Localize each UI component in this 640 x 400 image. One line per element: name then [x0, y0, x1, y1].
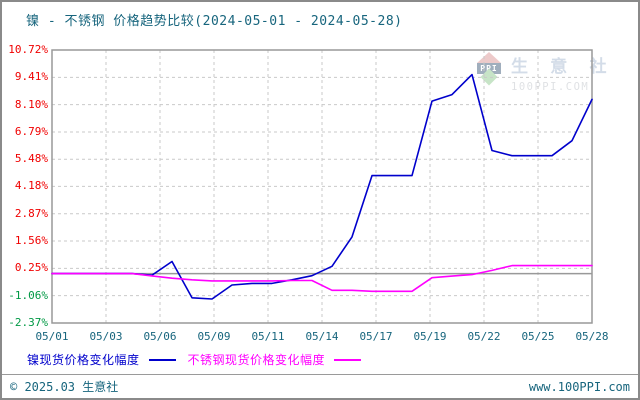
chart-title: 镍 - 不锈钢 价格趋势比较(2024-05-01 - 2024-05-28)	[26, 14, 403, 29]
copyright-text: © 2025.03 生意社	[10, 380, 119, 394]
x-axis-label: 05/25	[521, 330, 555, 343]
x-axis-label: 05/09	[197, 330, 231, 343]
y-axis-label: 0.25%	[14, 261, 48, 274]
footer: © 2025.03 生意社 www.100PPI.com	[2, 374, 638, 398]
y-axis-label: 5.48%	[14, 152, 48, 165]
y-axis-label: 4.18%	[14, 179, 48, 192]
x-axis-label: 05/01	[35, 330, 69, 343]
website-link[interactable]: www.100PPI.com	[528, 379, 630, 394]
y-axis-label: 2.87%	[14, 207, 48, 220]
plot-area: PPI 生 意 社 100PPI.COM 10.72% 9.41% 8.10% 6.7…	[2, 2, 638, 350]
y-axis-label: -1.06%	[8, 289, 48, 302]
y-axis-label: 8.10%	[14, 98, 48, 111]
legend-item-nickel: 镍现货价格变化幅度	[27, 351, 176, 368]
chart-canvas	[51, 49, 593, 324]
x-axis-label: 05/19	[413, 330, 447, 343]
x-axis-label: 05/03	[89, 330, 123, 343]
legend-item-stainless-steel: 不锈钢现货价格变化幅度	[188, 351, 362, 368]
x-axis-label: 05/06	[143, 330, 177, 343]
x-axis-label: 05/22	[467, 330, 501, 343]
y-axis-label: 1.56%	[14, 234, 48, 247]
x-axis-label: 05/17	[359, 330, 393, 343]
x-axis-label: 05/28	[575, 330, 609, 343]
x-axis-label: 05/11	[251, 330, 285, 343]
y-axis-label: 9.41%	[14, 70, 48, 83]
y-axis-label: 10.72%	[8, 43, 48, 56]
y-axis-label: 6.79%	[14, 125, 48, 138]
legend-line-nickel-icon	[148, 358, 176, 361]
legend-line-stainless-steel-icon	[334, 358, 362, 361]
y-axis-label: -2.37%	[8, 316, 48, 329]
legend-label-stainless-steel: 不锈钢现货价格变化幅度	[187, 353, 326, 367]
x-axis-label: 05/14	[305, 330, 339, 343]
legend-label-nickel: 镍现货价格变化幅度	[27, 353, 140, 367]
legend: 镍现货价格变化幅度 不锈钢现货价格变化幅度	[27, 351, 373, 368]
